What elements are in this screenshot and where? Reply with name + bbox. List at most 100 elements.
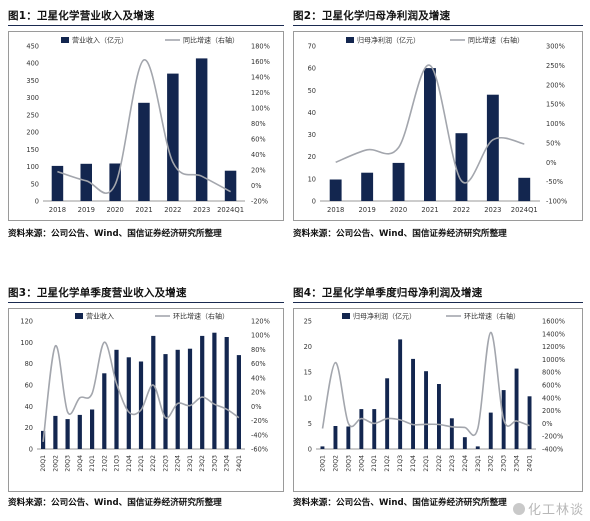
y2-tick-label: -60% [251, 446, 268, 454]
y-tick-label: 0 [29, 446, 33, 454]
y2-tick-label: 120% [251, 89, 270, 97]
x-tick-label: 24Q1 [236, 455, 243, 472]
y-tick-label: 10 [304, 394, 312, 402]
legend-bar-label: 归母净利润（亿元） [353, 312, 416, 321]
bar [346, 426, 351, 449]
x-tick-label: 22Q2 [436, 455, 443, 472]
x-tick-label: 2023 [193, 206, 210, 214]
x-tick-label: 2023 [484, 206, 501, 214]
x-tick-label: 23Q2 [488, 455, 495, 472]
y-tick-label: 20 [304, 343, 312, 351]
y2-tick-label: 1000% [542, 356, 565, 364]
y-tick-label: 40 [25, 403, 33, 411]
y-tick-label: 0 [312, 198, 316, 206]
bar [195, 58, 208, 202]
y2-tick-label: 50% [546, 139, 561, 147]
y2-tick-label: -20% [251, 417, 268, 425]
y-tick-label: 80 [25, 360, 33, 368]
bar [385, 378, 390, 449]
bar [167, 73, 179, 201]
x-tick-label: 22Q2 [150, 455, 157, 472]
y2-tick-label: 150% [546, 101, 565, 109]
x-tick-label: 24Q1 [527, 455, 534, 472]
x-tick-label: 22Q1 [138, 455, 145, 472]
bar [455, 133, 468, 201]
bar [424, 371, 428, 449]
panel-3-title: 图3：卫星化学单季度营业收入及增速 [8, 287, 187, 299]
y2-tick-label: 160% [251, 58, 270, 66]
x-tick-label: 22Q4 [175, 455, 182, 472]
y-tick-label: 40 [308, 109, 316, 117]
bar [80, 163, 92, 201]
x-tick-label: 20Q4 [77, 455, 84, 472]
x-tick-label: 21Q1 [89, 455, 96, 472]
panel-3-title-rule [8, 302, 284, 304]
y2-tick-label: 140% [251, 74, 270, 82]
x-tick-label: 2022 [453, 206, 470, 214]
y-tick-label: 400 [26, 60, 39, 68]
bar [475, 446, 480, 449]
bar [126, 357, 131, 449]
y2-tick-label: 0% [251, 403, 261, 411]
panel-4-source: 资料来源：公司公告、Wind、国信证券经济研究所整理 [293, 498, 507, 508]
x-tick-label: 21Q1 [371, 455, 378, 472]
watermark-text: 化工林谈 [527, 503, 584, 518]
x-tick-label: 21Q2 [101, 455, 108, 472]
y2-tick-label: -20% [251, 198, 268, 206]
legend-bar-label: 营业收入（亿元） [72, 36, 128, 45]
panel-4: 图4：卫星化学单季度归母净利润及增速 0 5 10 15 20 25 -400% -200% 0… [293, 285, 583, 515]
bar [200, 335, 205, 449]
x-tick-label: 2019 [78, 206, 95, 214]
watermark-logo-icon [512, 503, 525, 515]
y-tick-label: 450 [26, 43, 39, 51]
y2-tick-label: 60% [251, 360, 266, 368]
x-tick-label: 22Q3 [163, 455, 170, 472]
x-tick-label: 2018 [49, 206, 66, 214]
x-tick-label: 20Q1 [40, 455, 47, 472]
bar [329, 179, 342, 201]
bar [65, 419, 70, 449]
bar [53, 415, 58, 449]
x-tick-label: 21Q2 [384, 455, 391, 472]
y2-tick-label: 1200% [542, 343, 565, 351]
x-tick-label: 2020 [106, 206, 123, 214]
panel-2-source: 资料来源：公司公告、Wind、国信证券经济研究所整理 [293, 229, 507, 239]
bar [462, 437, 467, 449]
y2-tick-label: 200% [542, 407, 561, 415]
y2-tick-label: 250% [546, 62, 565, 70]
x-tick-label: 22Q4 [462, 455, 469, 472]
panel-4-frame: 0 5 10 15 20 25 -400% -200% 0% 200% 400% 600% 800% 10… [293, 308, 583, 492]
growth-line [42, 341, 240, 443]
bar [102, 373, 107, 449]
y-tick-label: 15 [304, 369, 312, 377]
y2-tick-label: 120% [251, 318, 270, 326]
bar [163, 354, 168, 449]
panel-2-frame: 0 10 20 30 40 50 60 70 -100% -50% 0% 50% 100% 150% 200… [293, 31, 583, 221]
x-tick-label: 23Q2 [199, 455, 206, 472]
y2-tick-label: 100% [251, 105, 270, 113]
y2-tick-label: 300% [546, 43, 565, 51]
x-tick-label: 23Q4 [224, 455, 231, 472]
y2-tick-label: 40% [251, 374, 266, 382]
x-tick-label: 21Q4 [410, 455, 417, 472]
y2-tick-label: -400% [542, 446, 563, 454]
x-tick-label: 2021 [135, 206, 152, 214]
y-tick-label: 30 [308, 131, 316, 139]
bar [359, 409, 364, 449]
legend-bar-swatch [342, 313, 350, 319]
bar [187, 348, 193, 449]
panel-1-title-rule [8, 25, 284, 27]
y2-tick-label: 60% [251, 136, 266, 144]
x-tick-label: 23Q3 [211, 455, 218, 472]
bar [114, 349, 119, 449]
x-tick-label: 20Q2 [52, 455, 59, 472]
bar [514, 368, 519, 449]
legend-bar-swatch [346, 37, 354, 43]
x-tick-label: 20Q4 [358, 455, 365, 472]
chart-2: 0 10 20 30 40 50 60 70 -100% -50% 0% 50% 100% 150% 200… [308, 36, 568, 215]
y-tick-label: 10 [308, 175, 316, 183]
panel-2-title-rule [293, 25, 583, 27]
bar [109, 163, 121, 201]
panel-1: 图1：卫星化学营业收入及增速 0 50 100 150 200 250 300 350 400 4… [8, 8, 284, 241]
x-tick-label: 23Q4 [514, 455, 521, 472]
